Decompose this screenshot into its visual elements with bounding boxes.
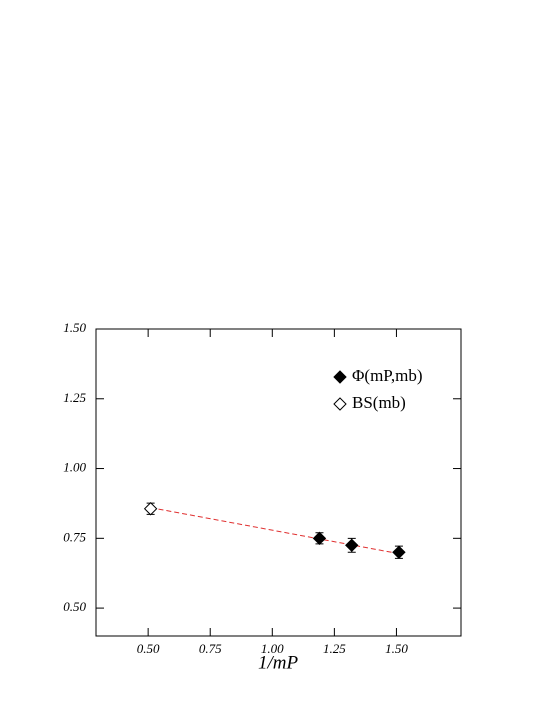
x-tick-label: 1.50 bbox=[385, 641, 408, 656]
point bbox=[312, 531, 327, 546]
x-tick-label: 1.00 bbox=[261, 641, 284, 656]
point bbox=[143, 502, 158, 516]
legend-marker bbox=[333, 397, 347, 411]
y-tick-label: 1.50 bbox=[63, 320, 86, 335]
y-tick-label: 0.75 bbox=[63, 529, 86, 544]
point bbox=[345, 538, 359, 553]
fit-line bbox=[150, 507, 400, 555]
x-axis-label: 1/mP bbox=[258, 652, 299, 673]
x-tick-label: 1.25 bbox=[323, 641, 346, 656]
x-tick-label: 0.75 bbox=[199, 641, 222, 656]
x-tick-label: 0.50 bbox=[137, 641, 160, 656]
y-tick-label: 1.25 bbox=[63, 390, 86, 405]
point bbox=[392, 545, 406, 559]
legend-marker bbox=[333, 370, 347, 384]
y-tick-label: 1.00 bbox=[63, 460, 86, 475]
y-tick-label: 0.50 bbox=[63, 599, 86, 614]
legend-label: BS(mb) bbox=[352, 393, 406, 412]
legend-label: Φ(mP,mb) bbox=[352, 366, 423, 385]
plot-frame bbox=[95, 328, 462, 637]
